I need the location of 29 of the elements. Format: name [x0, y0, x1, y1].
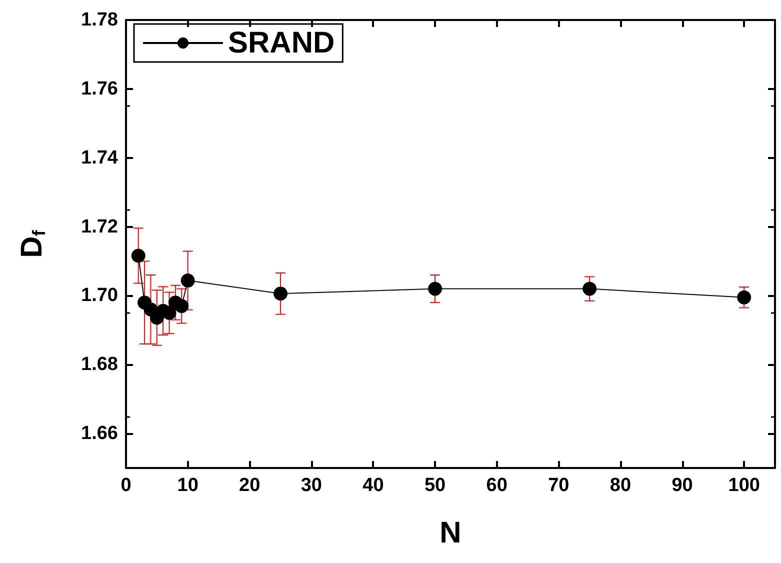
y-tick-label: 1.78	[81, 10, 118, 30]
y-tick-label: 1.70	[81, 285, 118, 306]
point	[274, 286, 288, 301]
x-tick-label: 10	[177, 475, 198, 496]
x-tick-label: 50	[424, 475, 446, 496]
x-tick-label: 80	[610, 475, 632, 496]
point	[162, 306, 176, 320]
y-tick-label: 1.72	[81, 216, 118, 238]
y-tick-label: 1.74	[81, 147, 118, 168]
point	[428, 282, 442, 296]
y-tick-label: 1.68	[81, 354, 118, 376]
x-tick-label: 0	[120, 475, 132, 496]
point	[131, 248, 146, 263]
x-tick-label: 100	[728, 475, 760, 496]
x-tick-label: 60	[486, 475, 508, 496]
x-axis-title: N	[440, 516, 462, 550]
x-tick-label: 90	[672, 475, 693, 496]
x-tick-label: 40	[362, 475, 384, 496]
y-tick-label: 1.76	[81, 78, 118, 100]
point	[582, 282, 597, 296]
x-tick-label: 30	[300, 475, 322, 496]
y-tick-label: 1.66	[81, 423, 118, 444]
x-tick-label: 20	[239, 475, 260, 496]
legend-label: SRAND	[228, 26, 335, 60]
point	[180, 274, 195, 288]
y-axis-title: Df	[16, 229, 49, 258]
point	[737, 290, 752, 304]
x-tick-label: 70	[548, 475, 570, 496]
point	[174, 299, 189, 314]
